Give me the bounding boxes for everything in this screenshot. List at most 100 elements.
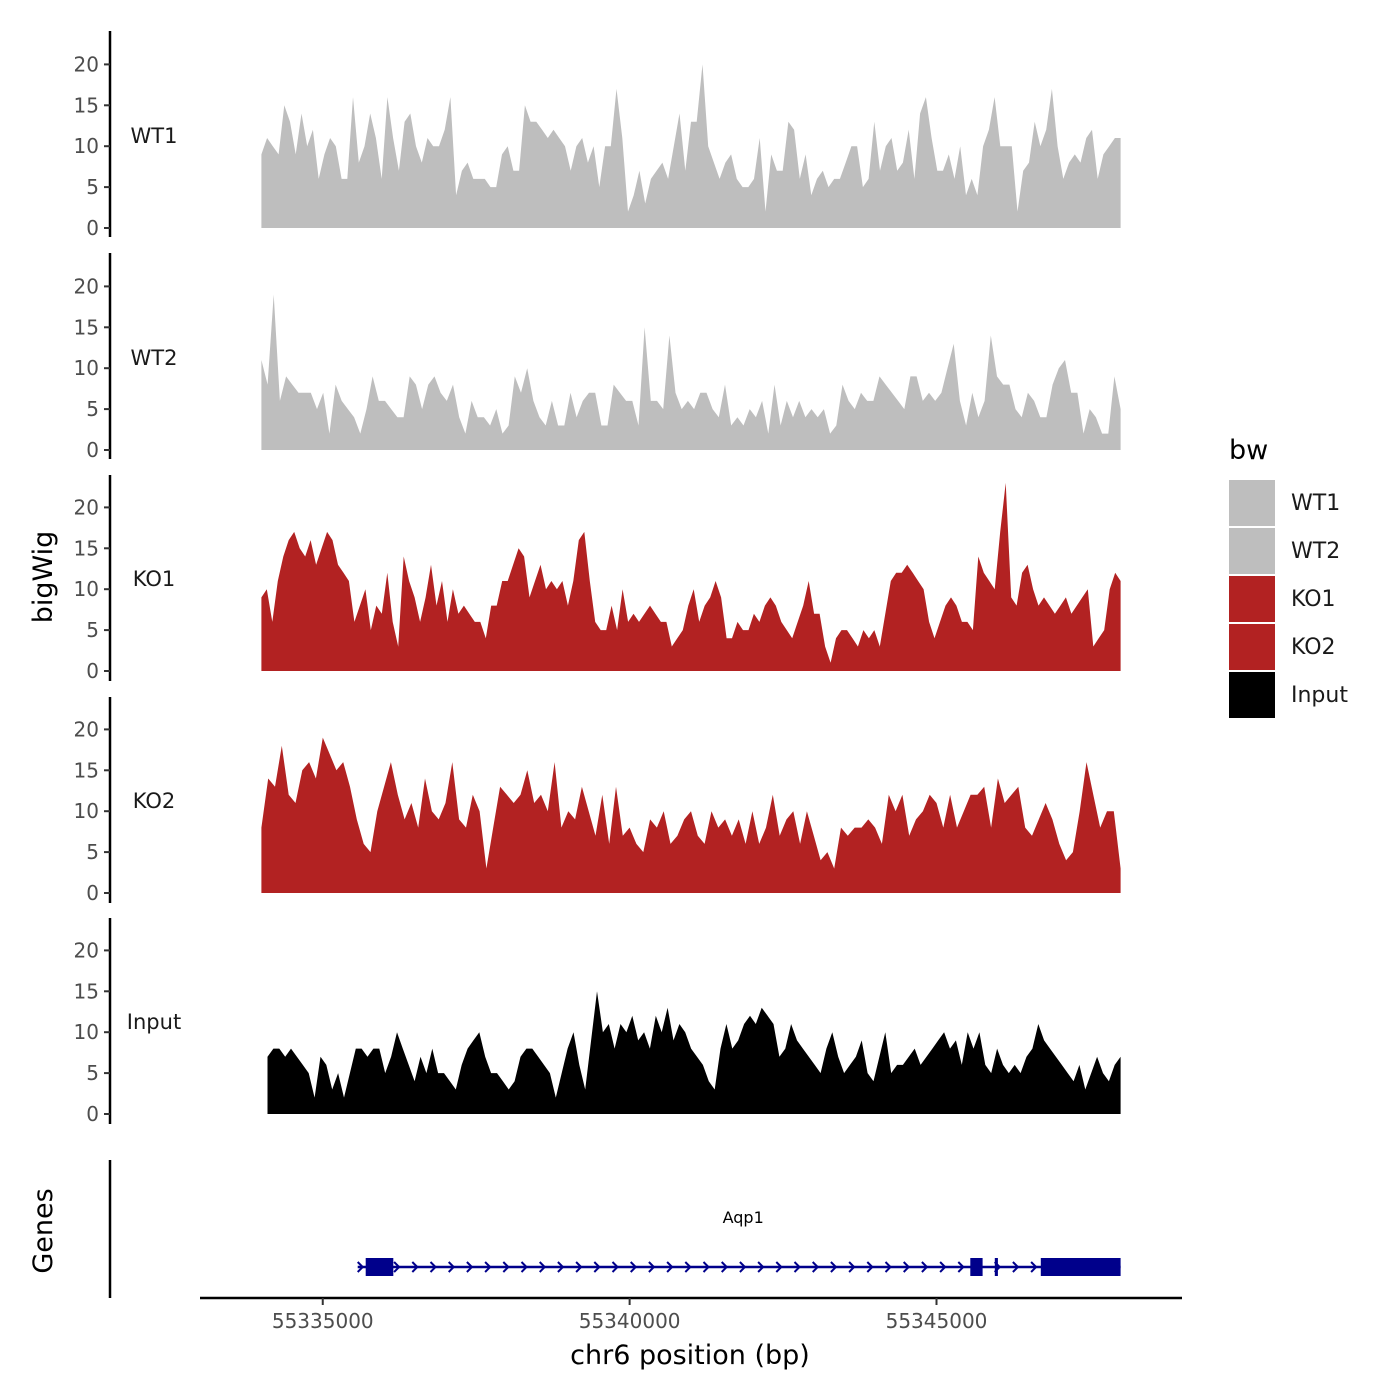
x-tick-label: 55345000 — [886, 1309, 988, 1333]
strand-chevron — [393, 1261, 401, 1273]
area-ko2 — [261, 737, 1121, 893]
legend-title: bw — [1229, 435, 1268, 466]
legend-key-wt2 — [1229, 528, 1275, 574]
strand-chevron — [484, 1261, 492, 1273]
strand-chevron — [1030, 1261, 1038, 1273]
y-tick-label: 10 — [74, 356, 99, 380]
genes-axis-title: Genes — [28, 1188, 59, 1273]
y-tick-label: 15 — [74, 93, 99, 117]
strand-chevron — [629, 1261, 638, 1273]
gene-name-label: Aqp1 — [723, 1208, 764, 1227]
strand-chevron — [466, 1261, 474, 1273]
strand-chevron — [902, 1261, 911, 1273]
track-ko2: 0 5 10 15 20 KO2 — [74, 697, 1121, 905]
legend-key-wt1 — [1229, 480, 1275, 526]
area-wt2 — [261, 294, 1121, 450]
strand-chevron — [666, 1261, 674, 1273]
gene-exon — [365, 1258, 394, 1276]
strand-chevron — [447, 1261, 456, 1273]
track-input: 0 5 10 15 20 Input — [74, 918, 1121, 1126]
y-tick-label: 10 — [74, 134, 99, 158]
y-tick-label: 0 — [86, 881, 99, 905]
legend-label-input: Input — [1291, 683, 1348, 708]
strand-chevron — [957, 1261, 965, 1273]
y-tick-label: 20 — [74, 495, 99, 519]
strand-chevron — [1012, 1261, 1020, 1273]
y-tick-label: 20 — [74, 274, 99, 298]
legend-label-ko2: KO2 — [1291, 635, 1336, 660]
strand-chevron — [575, 1261, 583, 1273]
legend-label-ko1: KO1 — [1291, 587, 1336, 612]
area-wt1 — [261, 64, 1121, 229]
legend-label-wt2: WT2 — [1291, 539, 1340, 564]
legend-key-input — [1229, 672, 1275, 718]
y-tick-label: 5 — [86, 618, 99, 642]
strand-chevron — [720, 1261, 729, 1273]
strand-chevron — [921, 1261, 929, 1273]
track-wt1: 0 5 10 15 20 WT1 — [74, 31, 1121, 240]
strand-chevron — [356, 1261, 365, 1273]
y-tick-label: 10 — [74, 577, 99, 601]
y-tick-label: 15 — [74, 315, 99, 339]
strand-chevron — [793, 1261, 801, 1273]
y-tick-label: 0 — [86, 659, 99, 683]
strand-chevron — [775, 1261, 783, 1273]
strand-chevron — [557, 1261, 565, 1273]
x-tick-label: 55335000 — [272, 1309, 374, 1333]
x-axis: 55335000 55340000 55345000 — [200, 1296, 1182, 1333]
gene-exon — [970, 1258, 983, 1276]
track-label: Input — [127, 1010, 181, 1034]
y-tick-label: 0 — [86, 216, 99, 240]
strand-chevron — [939, 1261, 947, 1273]
y-axis-title: bigWig — [28, 531, 59, 624]
y-tick-label: 5 — [86, 175, 99, 199]
y-tick-label: 10 — [74, 799, 99, 823]
track-ko1: 0 5 10 15 20 KO1 — [74, 475, 1121, 683]
gene-exon — [994, 1258, 998, 1276]
strand-chevron — [702, 1261, 710, 1273]
strand-chevron — [502, 1261, 510, 1273]
y-tick-label: 0 — [86, 1102, 99, 1126]
strand-chevron — [684, 1261, 692, 1273]
y-tick-label: 15 — [74, 979, 99, 1003]
y-tick-label: 5 — [86, 840, 99, 864]
track-label: WT2 — [131, 346, 178, 370]
strand-chevron — [593, 1261, 601, 1273]
legend-key-ko2 — [1229, 624, 1275, 670]
y-tick-label: 10 — [74, 1020, 99, 1044]
strand-chevron — [866, 1261, 874, 1273]
y-tick-label: 5 — [86, 1061, 99, 1085]
y-tick-label: 15 — [74, 536, 99, 560]
strand-chevron — [648, 1261, 656, 1273]
legend-key-ko1 — [1229, 576, 1275, 622]
y-tick-label: 20 — [74, 938, 99, 962]
signal-tracks: 0 5 10 15 20 WT1 0 5 10 15 20 WT2 0 5 10 15 20 KO1 0 5 10 15 2… — [74, 31, 1121, 1126]
strand-chevron — [429, 1261, 437, 1273]
y-tick-label: 0 — [86, 438, 99, 462]
area-input — [267, 991, 1121, 1114]
x-tick-label: 55340000 — [579, 1309, 681, 1333]
area-ko1 — [261, 482, 1121, 671]
track-label: KO2 — [133, 789, 176, 813]
x-axis-title: chr6 position (bp) — [570, 1340, 810, 1371]
legend: bw WT1 WT2 KO1 KO2 Input — [1229, 435, 1348, 718]
legend-label-wt1: WT1 — [1291, 491, 1340, 516]
strand-chevron — [611, 1261, 619, 1273]
strand-chevron — [830, 1261, 838, 1273]
track-label: KO1 — [133, 567, 176, 591]
y-tick-label: 5 — [86, 397, 99, 421]
track-label: WT1 — [131, 124, 178, 148]
y-tick-label: 15 — [74, 758, 99, 782]
strand-chevron — [411, 1261, 419, 1273]
gene-panel: Aqp1 — [108, 1160, 1121, 1298]
strand-chevron — [811, 1261, 820, 1273]
strand-chevron — [520, 1261, 528, 1273]
strand-chevron — [538, 1261, 547, 1273]
gene-exon — [1040, 1258, 1121, 1276]
strand-chevron — [739, 1261, 747, 1273]
strand-chevron — [884, 1261, 892, 1273]
strand-chevron — [757, 1261, 765, 1273]
strand-chevron — [848, 1261, 856, 1273]
y-tick-label: 20 — [74, 717, 99, 741]
